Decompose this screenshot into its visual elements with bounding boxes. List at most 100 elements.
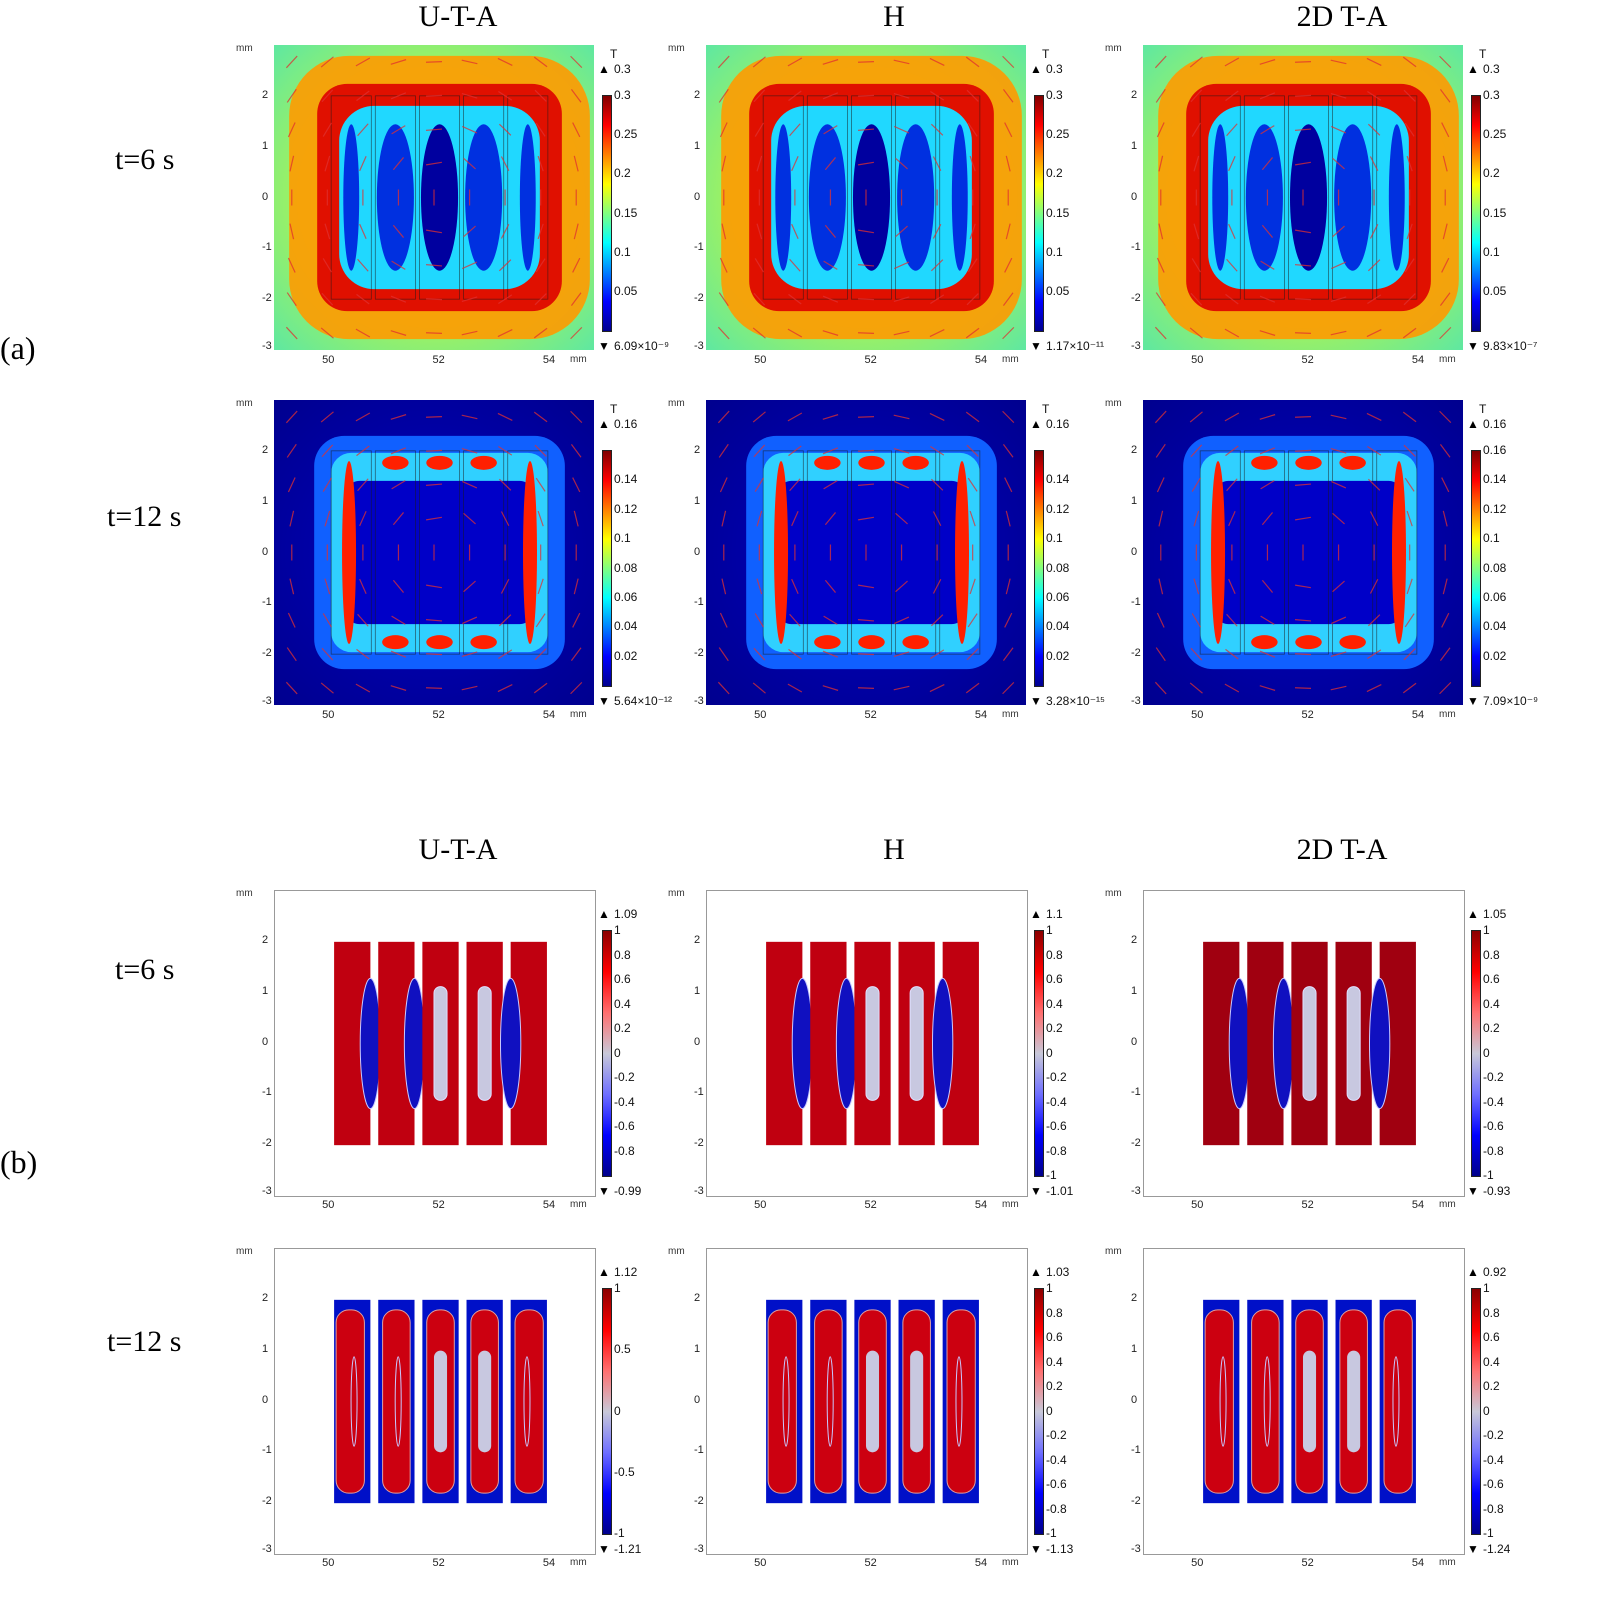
field-arrow [930,123,944,136]
y-tick-label: -1 [262,596,272,609]
colorbar-max: 1.12 [614,1265,638,1279]
field-arrow [857,61,875,63]
field-arrow [392,224,404,238]
y-tick-label: 1 [1131,139,1138,152]
field-arrow [534,293,547,306]
y-tick-label: 0 [262,545,269,558]
min-triangle-icon: ▼ [1467,1184,1479,1198]
field-arrow [717,55,730,69]
y-tick-label: -3 [694,340,704,352]
y-tick-label: -3 [262,1185,272,1197]
heatmap-canvas [274,400,594,705]
field-arrow [893,92,910,99]
field-arrow [1224,57,1240,67]
colorbar-tick-label: 0.3 [1046,88,1063,102]
field-arrow [857,449,875,452]
field-arrow [789,613,801,627]
colorbar-tick-label: 0.6 [1483,1330,1500,1344]
conductor-strip-outline [507,95,549,300]
field-arrow [1406,223,1413,240]
colorbar-tick-label: 1 [614,923,621,937]
colorbar-tick-label: 0.04 [1046,619,1070,634]
field-arrow [286,647,297,662]
y-tick-label: -2 [694,1137,704,1150]
field-arrow [1189,411,1203,423]
field-arrow [893,616,910,625]
y-tick-label: 2 [262,88,269,101]
field-arrow [1330,92,1347,99]
zero-current-core [1346,986,1361,1101]
field-corner-peak [1251,635,1278,650]
field-arrow [893,480,910,489]
negative-current-region [1272,977,1295,1110]
field-arrow [357,613,369,627]
field-arrow [857,94,875,97]
colorbar-tick-label: 0 [1483,1045,1490,1060]
x-axis-unit: mm [570,709,587,720]
field-arrow [718,292,729,307]
colorbar-min: -1.13 [1046,1542,1074,1556]
field-arrow [1158,510,1164,527]
field-corner-peak [470,635,497,650]
y-tick-label: 0 [694,1393,701,1406]
field-arrow [718,443,729,458]
field-arrow [719,257,728,273]
field-arrow [1369,579,1379,594]
colorbar-min: 3.28×10⁻¹⁵ [1046,694,1106,708]
x-tick-label: 50 [322,1557,335,1569]
y-tick-label: 2 [1131,88,1138,101]
field-arrow [719,122,728,138]
colorbar-tick-label: 0.6 [1046,1330,1063,1344]
field-arrow [425,332,443,334]
field-low-core [347,480,532,625]
field-arrow [497,57,513,66]
field-arrow [1403,648,1416,661]
field-arrow [535,122,546,137]
field-arrow [1259,414,1276,420]
y-tick-label: 1 [1131,984,1138,997]
field-arrow [1366,412,1382,421]
conductor-strip-outline [895,450,937,655]
heatmap-canvas [707,1249,1027,1554]
field-arrow [858,161,874,166]
field-arrow [425,94,443,97]
field-arrow [461,447,478,454]
colorbar-title: T [1042,47,1050,61]
x-axis-unit: mm [1439,354,1456,365]
y-tick-label: -2 [1131,647,1141,660]
field-arrow [1330,616,1347,625]
field-arrow [537,155,544,172]
field-arrow [534,89,547,102]
field-arrow [824,224,836,238]
field-arrow [1226,123,1238,137]
colorbar-tick-label: 0.02 [1483,648,1507,663]
field-arrow [322,258,332,273]
field-arrow [822,330,839,336]
colorbar-tick-label: 0.2 [1483,166,1500,181]
field-arrow [356,445,370,457]
colorbar-tick-label: 0.25 [614,127,638,142]
y-tick-label: 0 [262,1393,269,1406]
zero-current-core [433,986,448,1101]
field-arrow [788,90,802,102]
field-arrow [1193,578,1200,595]
x-tick-label: 54 [1411,1199,1425,1211]
field-arrow [356,293,370,305]
zero-current-core [478,1350,492,1453]
field-arrow [572,477,581,493]
field-arrow [1260,125,1275,135]
field-arrow [1404,122,1415,137]
colorbar-max: 0.16 [1046,417,1070,431]
colorbar-tick-label: 0.14 [614,472,638,487]
field-arrow [463,225,476,238]
y-tick-label: 1 [262,139,269,152]
y-tick-label: 0 [694,190,701,203]
field-arrow [1406,578,1413,595]
min-triangle-icon: ▼ [598,1184,610,1198]
field-arrow [1366,57,1382,66]
field-arrow [322,613,332,628]
field-arrow [932,224,942,239]
conductor-strip-outline [806,95,848,300]
field-arrow [1259,447,1276,455]
colorbar-tick-label: 0.05 [1046,283,1070,298]
